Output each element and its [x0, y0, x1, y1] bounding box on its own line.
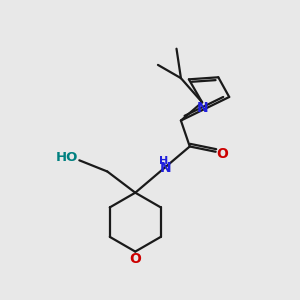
Text: N: N: [196, 100, 208, 115]
Text: O: O: [129, 252, 141, 266]
Text: H: H: [159, 156, 168, 166]
Text: HO: HO: [56, 152, 78, 164]
Text: O: O: [216, 147, 228, 161]
Text: N: N: [160, 161, 171, 175]
